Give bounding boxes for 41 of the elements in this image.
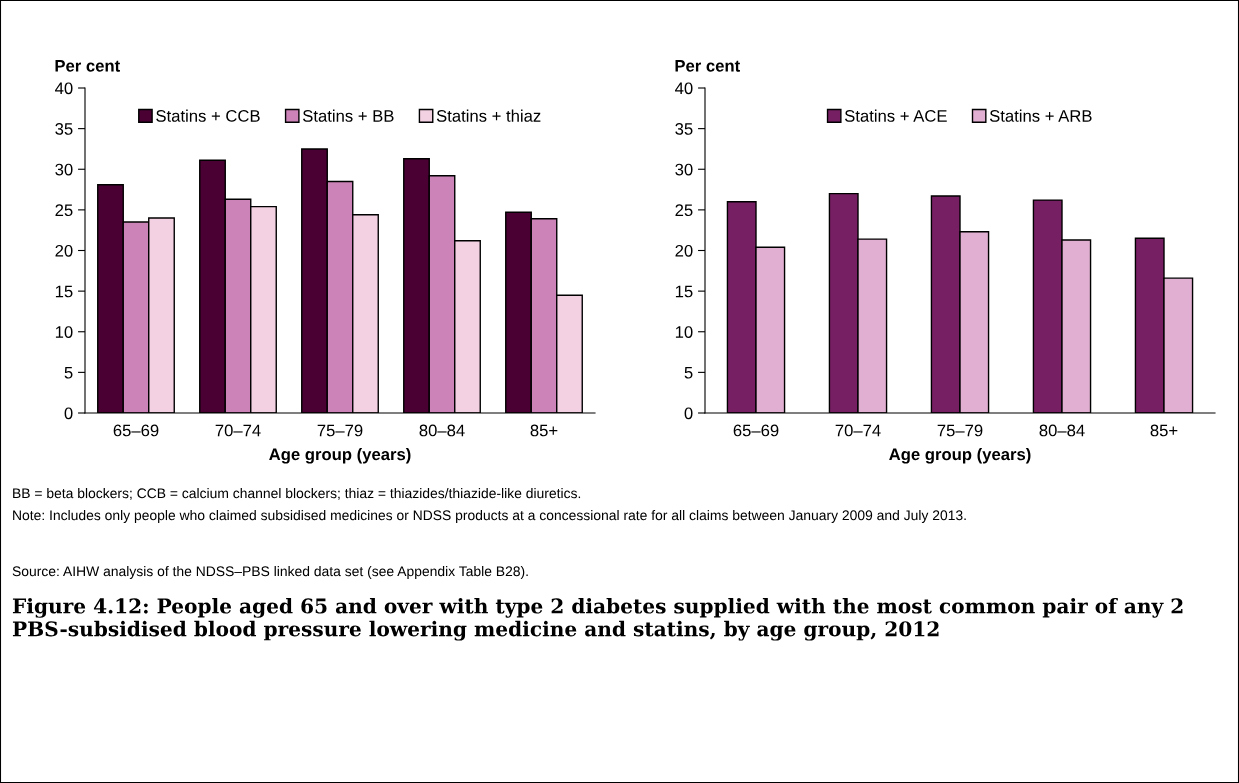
y-tick-label: 15: [675, 285, 693, 298]
text: Figure 4.12: People aged 65 and over with type 2 diabetes supplied with the most common pair of any 2 PBS-subsidised blood pressure lowering medicine and statins, by age group, 2012: [12, 598, 1183, 641]
x-tick-label: 70–74: [835, 424, 881, 437]
y-tick-label: 20: [55, 244, 73, 257]
y-tick-label: 35: [55, 123, 73, 135]
legend-label: Statins + BB: [302, 109, 394, 122]
x-tick-label: 75–79: [937, 424, 983, 437]
source-note: Source: AIHW analysis of the NDSS–PBS linked data set (see Appendix Table B28).: [12, 566, 528, 579]
y-tick-label: 15: [55, 285, 73, 298]
y-tick-label: 10: [675, 326, 693, 338]
x-tick-label: 80–84: [1039, 424, 1085, 437]
x-tick-label: 65–69: [113, 424, 159, 437]
legend-label: Statins + ARB: [989, 109, 1092, 122]
legend-label: Statins + thiaz: [436, 109, 541, 122]
text: Note: Includes only people who claimed subsidised medicines or NDSS products at a concessional rate for all claims between January 2009 and July 2013.: [13, 510, 966, 523]
y-tick-label: 30: [675, 163, 693, 176]
y-tick-label: 5: [64, 366, 73, 379]
text: BB = beta blockers; CCB = calcium channel blockers; thiaz = thiazides/thiazide-like diuretics.: [13, 488, 581, 500]
y-axis-title: Per cent: [55, 60, 120, 72]
x-axis-title: Age group (years): [889, 447, 1031, 464]
y-tick-label: 40: [55, 82, 73, 95]
x-tick-label: 85+: [530, 424, 558, 437]
y-tick-label: 0: [64, 407, 73, 420]
y-tick-label: 5: [684, 366, 693, 379]
y-axis-title: Per cent: [675, 60, 740, 72]
x-tick-label: 65–69: [733, 424, 779, 437]
x-tick-label: 70–74: [215, 424, 261, 437]
legend-label: Statins + ACE: [844, 109, 947, 122]
legend-label: Statins + CCB: [156, 109, 260, 122]
y-tick-label: 30: [55, 163, 73, 176]
x-tick-label: 85+: [1150, 424, 1178, 437]
x-tick-label: 80–84: [419, 424, 465, 437]
y-tick-label: 0: [684, 407, 693, 420]
x-axis-title: Age group (years): [269, 447, 411, 464]
y-tick-label: 10: [55, 326, 73, 338]
y-tick-label: 25: [55, 204, 73, 217]
y-tick-label: 25: [675, 204, 693, 217]
y-tick-label: 35: [675, 123, 693, 135]
y-tick-label: 40: [675, 82, 693, 95]
y-tick-label: 20: [675, 244, 693, 257]
x-tick-label: 75–79: [317, 424, 363, 437]
